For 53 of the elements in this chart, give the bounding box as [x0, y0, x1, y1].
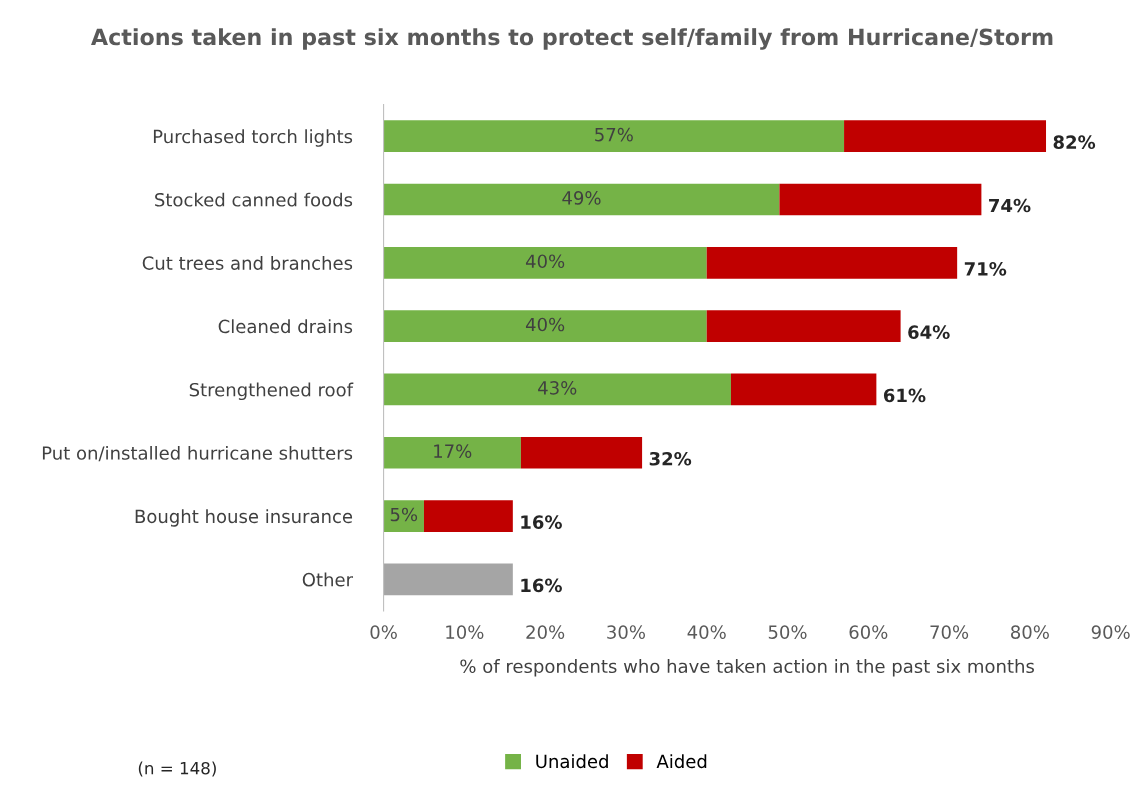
x-tick-label: 30% [607, 625, 645, 639]
total-label: 16% [521, 515, 562, 529]
data-label: 17% [434, 444, 472, 458]
x-tick-label: 40% [687, 625, 726, 639]
data-label: 43% [538, 381, 577, 395]
y-tick-label: Stocked canned foods [155, 192, 353, 207]
bar [383, 310, 707, 342]
legend-label: Aided [656, 754, 707, 769]
bar [383, 120, 845, 153]
y-tick-label: Cleaned drains [218, 319, 353, 334]
total-label: 71% [964, 261, 1007, 276]
x-tick-label: 80% [1011, 625, 1049, 639]
y-tick-label: Put on/installed hurricane shutters [42, 445, 353, 462]
data-label: 49% [562, 191, 601, 205]
text: (n = 148) [138, 761, 216, 777]
bar [706, 310, 901, 342]
total-label: 16% [521, 578, 562, 593]
y-tick-label: Other [302, 572, 354, 587]
bar [706, 246, 958, 279]
x-tick-label: 60% [849, 625, 888, 639]
data-label: 57% [595, 127, 633, 142]
bar [730, 373, 877, 406]
bar [779, 183, 982, 216]
total-label: 32% [649, 451, 692, 466]
bar [383, 500, 424, 532]
bar [423, 500, 513, 532]
bar [520, 436, 643, 469]
y-tick-label: Cut trees and branches [142, 255, 353, 270]
bar [383, 563, 513, 596]
bar [383, 373, 731, 406]
bar [383, 183, 780, 216]
total-label: 61% [883, 388, 926, 403]
data-label: 5% [390, 507, 418, 522]
y-tick-label: Strengthened roof [189, 382, 354, 401]
x-axis-title: % of respondents who have taken action in the past six months [460, 659, 1034, 677]
x-tick-label: 50% [768, 625, 807, 639]
x-tick-label: 0% [370, 625, 397, 639]
total-label: 82% [1053, 135, 1096, 150]
bar [383, 436, 521, 469]
total-label: 74% [989, 198, 1031, 213]
x-tick-label: 10% [446, 625, 484, 639]
legend-label: Unaided [536, 754, 608, 769]
y-tick-label: Bought house insurance [135, 509, 353, 527]
chart-title: Actions taken in past six months to protect self/family from Hurricane/Storm [91, 28, 1053, 50]
x-tick-label: 70% [930, 625, 969, 639]
bar [383, 246, 707, 279]
x-tick-label: 20% [526, 625, 565, 639]
y-tick-label: Purchased torch lights [153, 129, 353, 147]
data-label: 40% [525, 254, 565, 269]
bar [844, 120, 1047, 153]
data-label: 40% [525, 317, 565, 332]
x-tick-label: 90% [1091, 625, 1130, 639]
total-label: 64% [908, 325, 950, 339]
